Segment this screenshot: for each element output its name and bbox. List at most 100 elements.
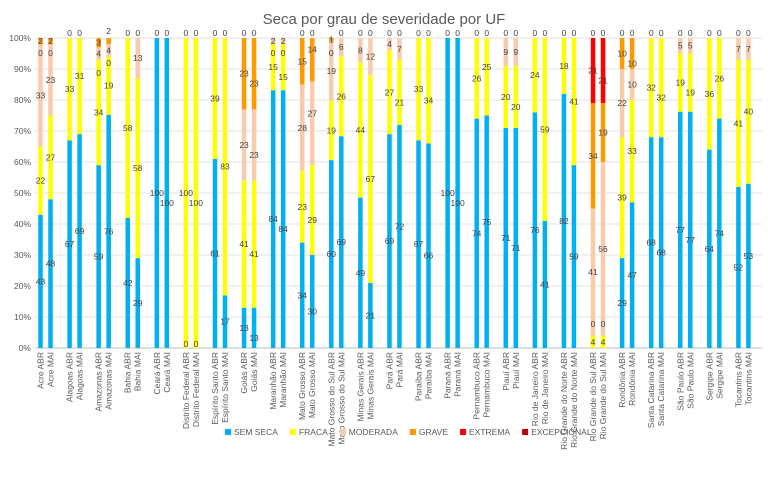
data-label: 34: [424, 96, 434, 106]
data-label: 23: [46, 75, 56, 85]
bar-segment: [125, 217, 130, 348]
category-label: Santa Catarina ABR: [646, 352, 656, 428]
data-label: 0: [184, 339, 189, 349]
y-tick-label: 100%: [9, 33, 31, 43]
data-label: 24: [530, 70, 540, 80]
bar-segment: [561, 93, 567, 348]
data-label: 83: [220, 162, 230, 172]
category-label: Acre ABR: [36, 352, 46, 389]
data-label: 41: [734, 118, 744, 128]
bar-segment: [600, 335, 606, 348]
data-label: 4: [96, 49, 101, 59]
category-label: Amazonas ABR: [94, 352, 104, 412]
data-label: 22: [36, 176, 46, 186]
bar-segment: [48, 115, 53, 200]
category-label: Mato Grosso ABR: [297, 352, 307, 420]
data-label: 21: [366, 310, 376, 320]
bar-segment: [368, 282, 373, 348]
data-label: 10: [627, 59, 637, 69]
bar-segment: [77, 134, 82, 348]
category-label: Goiás ABR: [239, 352, 249, 394]
category-label: Ceará ABR: [152, 352, 162, 395]
bar-segment: [571, 165, 577, 348]
bar-segment: [135, 258, 140, 348]
data-label: 44: [356, 125, 366, 135]
bar-segment: [96, 38, 101, 48]
data-label: 52: [734, 262, 744, 272]
data-label: 0: [77, 28, 82, 38]
data-label: 40: [744, 107, 754, 117]
bar-segment: [38, 146, 43, 215]
data-label: 67: [414, 239, 424, 249]
data-label: 0: [736, 28, 741, 38]
bar-segment: [309, 165, 315, 255]
category-label: São Paulo MAI: [685, 352, 695, 409]
data-label: 61: [210, 248, 220, 258]
data-label: 19: [104, 81, 114, 91]
category-label: Tocantins ABR: [733, 352, 743, 407]
category-label: Ceará MAI: [162, 352, 172, 393]
data-label: 19: [327, 125, 337, 135]
y-axis: 0% 10% 20% 30% 40% 50% 60% 70% 80% 90% 100%: [9, 33, 31, 353]
data-label: 100: [189, 198, 203, 208]
data-label: 0: [397, 28, 402, 38]
data-label: 75: [482, 217, 492, 227]
category-label: Paraíba ABR: [414, 352, 424, 401]
data-label: 0: [67, 28, 72, 38]
bar-segment: [222, 38, 228, 296]
bar-segment: [707, 149, 712, 348]
data-label: 0: [252, 28, 257, 38]
bar-segment: [280, 90, 286, 348]
y-tick-label: 40%: [14, 219, 31, 229]
bar-segment: [251, 38, 257, 110]
bar-segment: [96, 59, 101, 166]
data-label: 84: [278, 224, 288, 234]
data-label: 2: [106, 26, 111, 36]
data-label: 39: [617, 193, 627, 203]
bar-segment: [688, 38, 693, 54]
y-tick-label: 70%: [14, 126, 31, 136]
category-label: Mato Grosso do Sul MAI: [336, 352, 346, 445]
data-label: 23: [239, 69, 249, 79]
bar-segment: [299, 84, 305, 172]
data-label: 0: [339, 28, 344, 38]
data-label: 71: [511, 243, 521, 253]
data-label: 5: [688, 41, 693, 51]
bar-segment: [241, 180, 247, 308]
data-label: 41: [249, 249, 259, 259]
bar-segment: [600, 103, 606, 162]
bar-segment: [746, 59, 751, 184]
y-tick-label: 60%: [14, 157, 31, 167]
bar-segment: [678, 38, 683, 54]
bar-segment: [590, 103, 596, 209]
category-label: Goiás MAI: [249, 352, 259, 392]
data-label: 19: [327, 66, 337, 76]
data-label: 28: [297, 123, 307, 133]
data-label: 15: [278, 72, 288, 82]
bar-segment: [309, 81, 315, 166]
data-label: 60: [327, 249, 337, 259]
legend-swatch: [522, 429, 529, 435]
data-label: 3: [96, 38, 101, 48]
legend-label: EXTREMA: [469, 427, 510, 437]
category-label: Sergipe MAI: [714, 352, 724, 399]
bar-segment: [532, 38, 538, 113]
legend-swatch: [339, 429, 346, 435]
data-label: 66: [424, 251, 434, 261]
bar-segment: [717, 38, 722, 119]
bar-segment: [416, 140, 421, 348]
category-label: Minas Gerais ABR: [355, 352, 365, 421]
data-label: 77: [676, 225, 686, 235]
data-label: 19: [686, 88, 696, 98]
data-label: 100: [441, 188, 455, 198]
category-label: Bahia MAI: [133, 352, 143, 391]
data-label: 41: [569, 97, 579, 107]
legend-label: MODERADA: [349, 427, 398, 437]
data-label: 0: [678, 28, 683, 38]
data-label: 33: [414, 84, 424, 94]
data-label: 18: [559, 61, 569, 71]
category-label: Paraná ABR: [443, 352, 453, 399]
category-label: Tocantins MAI: [743, 352, 753, 405]
category-label: Alagoas ABR: [65, 352, 75, 402]
